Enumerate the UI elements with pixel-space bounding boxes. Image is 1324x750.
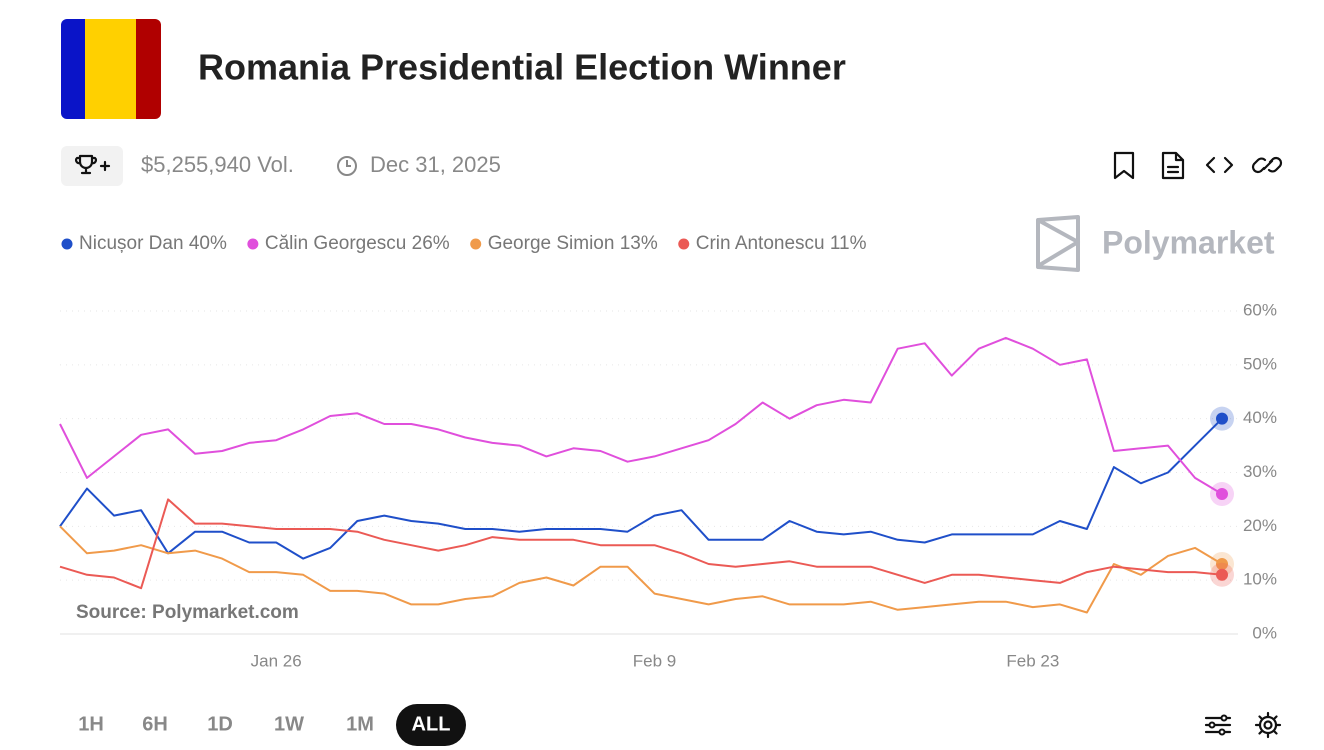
end-date: Dec 31, 2025 xyxy=(370,152,501,177)
legend-name: George Simion xyxy=(488,233,615,254)
time-range-label: 1M xyxy=(346,713,374,735)
legend-label: Crin Antonescu 11% xyxy=(696,233,867,254)
time-range-label: 1W xyxy=(274,713,304,735)
chart-settings-button[interactable] xyxy=(1204,714,1232,736)
series-line xyxy=(59,525,1223,614)
y-tick-label: 10% xyxy=(1243,570,1277,589)
legend-item: Nicușor Dan 40% xyxy=(61,233,227,254)
annotation-background xyxy=(70,599,305,627)
end-dot xyxy=(1216,412,1228,425)
time-range-button[interactable]: 1M xyxy=(346,713,374,735)
y-tick-label: 60% xyxy=(1243,300,1277,319)
legend-label: Călin Georgescu 26% xyxy=(265,233,450,254)
legend-name: Călin Georgescu xyxy=(265,233,407,254)
time-range-label: ALL xyxy=(412,713,451,735)
legend-value: 13% xyxy=(620,233,658,254)
time-range-label: 6H xyxy=(142,713,168,735)
time-range-button[interactable]: 1W xyxy=(274,713,304,735)
time-range-label: 1D xyxy=(207,713,233,735)
volume: $5,255,940 Vol. xyxy=(141,152,294,177)
legend-value: 11% xyxy=(830,233,867,254)
x-tick-label: Feb 9 xyxy=(633,651,676,670)
legend-label: Nicușor Dan 40% xyxy=(79,233,227,254)
time-range-active xyxy=(396,704,466,746)
legend-item: Crin Antonescu 11% xyxy=(678,233,867,254)
brand-name: Polymarket xyxy=(1102,224,1275,260)
y-tick-label: 20% xyxy=(1243,516,1277,535)
brand-logo xyxy=(1036,215,1080,272)
legend-name: Nicușor Dan xyxy=(79,233,184,254)
y-tick-label: 0% xyxy=(1252,623,1277,642)
y-tick-label: 40% xyxy=(1243,408,1277,427)
time-range-button[interactable]: ALL xyxy=(396,704,466,746)
legend-value: 40% xyxy=(189,233,227,254)
legend-label: George Simion 13% xyxy=(488,233,658,254)
gear-button[interactable] xyxy=(1254,711,1282,739)
end-dot xyxy=(1216,488,1228,501)
time-range-label: 1H xyxy=(78,713,104,735)
y-tick-label: 50% xyxy=(1243,354,1277,373)
end-dot xyxy=(1216,568,1228,581)
time-range-button[interactable]: 6H xyxy=(142,713,168,735)
legend-dot xyxy=(247,238,259,250)
x-tick-label: Feb 23 xyxy=(1006,651,1059,670)
legend-name: Crin Antonescu xyxy=(696,233,825,254)
bookmark-button[interactable] xyxy=(1113,151,1135,180)
legend-item: George Simion 13% xyxy=(470,233,658,254)
legend: Nicușor Dan 40% Călin Georgescu 26% George… xyxy=(61,233,867,254)
time-range-button[interactable]: 1D xyxy=(207,713,233,735)
document-button[interactable] xyxy=(1161,151,1185,180)
legend-dot xyxy=(678,238,690,250)
series-line xyxy=(59,417,1223,560)
embed-button[interactable] xyxy=(1205,156,1234,174)
legend-value: 26% xyxy=(412,233,450,254)
legend-dot xyxy=(61,238,73,250)
series-line xyxy=(59,336,1223,495)
link-button[interactable] xyxy=(1251,156,1283,174)
end-dot xyxy=(1216,558,1228,571)
plot: 0% 10% 20% 30% 40% 50% 60% Jan 26 Feb 9 Feb 23 Sou… xyxy=(59,300,1277,670)
time-range-selector: 1H 6H 1D 1W 1M ALL xyxy=(78,704,466,746)
y-tick-label: 30% xyxy=(1243,462,1277,481)
time-range-button[interactable]: 1H xyxy=(78,713,104,735)
flag xyxy=(61,19,161,119)
clock-icon xyxy=(337,156,357,176)
legend-item: Călin Georgescu 26% xyxy=(247,233,450,254)
title: Romania Presidential Election Winner xyxy=(198,47,846,88)
series-line xyxy=(59,498,1223,590)
trophy-button[interactable] xyxy=(61,146,123,186)
legend-dot xyxy=(470,238,482,250)
source-annotation: Source: Polymarket.com xyxy=(76,602,299,623)
x-tick-label: Jan 26 xyxy=(251,651,302,670)
